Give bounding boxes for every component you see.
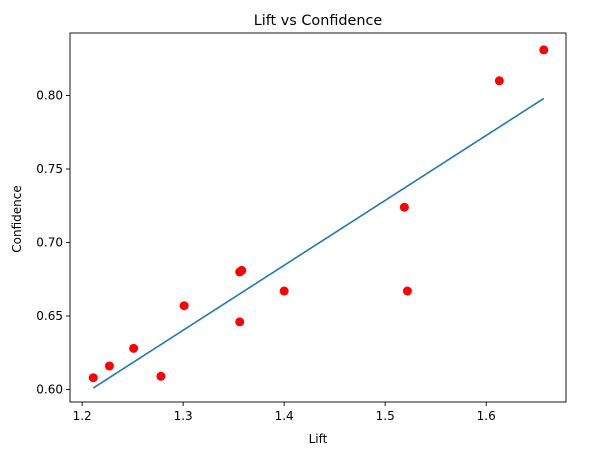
y-tick-label: 0.60	[36, 383, 63, 397]
x-tick-label: 1.2	[73, 409, 92, 423]
scatter-point	[88, 373, 98, 383]
x-tick-label: 1.6	[477, 409, 496, 423]
plot-frame	[69, 32, 567, 403]
scatter-point	[129, 343, 139, 353]
scatter-point	[235, 317, 245, 327]
y-tick-label: 0.80	[36, 88, 63, 102]
scatter-point	[156, 371, 166, 381]
scatter-point	[104, 361, 114, 371]
y-tick-label: 0.65	[36, 309, 63, 323]
scatter-point	[399, 202, 409, 212]
scatter-point	[402, 286, 412, 296]
y-tick-label: 0.75	[36, 162, 63, 176]
trend-line	[92, 97, 545, 389]
x-tick-label: 1.5	[376, 409, 395, 423]
scatter-point	[494, 76, 504, 86]
y-tick-label: 0.70	[36, 235, 63, 249]
scatter-point	[237, 265, 247, 275]
scatter-point	[279, 286, 289, 296]
y-axis-label: Confidence	[10, 185, 24, 252]
x-axis-label: Lift	[309, 432, 328, 446]
scatter-point	[179, 301, 189, 311]
x-tick-label: 1.3	[174, 409, 193, 423]
plot-area: 1.2 1.3 1.4 1.5 1.6 0.60 0.65 0.70 0.75 0.80	[36, 32, 567, 423]
scatter-point	[539, 45, 549, 55]
x-tick-label: 1.4	[275, 409, 294, 423]
chart-title: Lift vs Confidence	[254, 13, 383, 29]
